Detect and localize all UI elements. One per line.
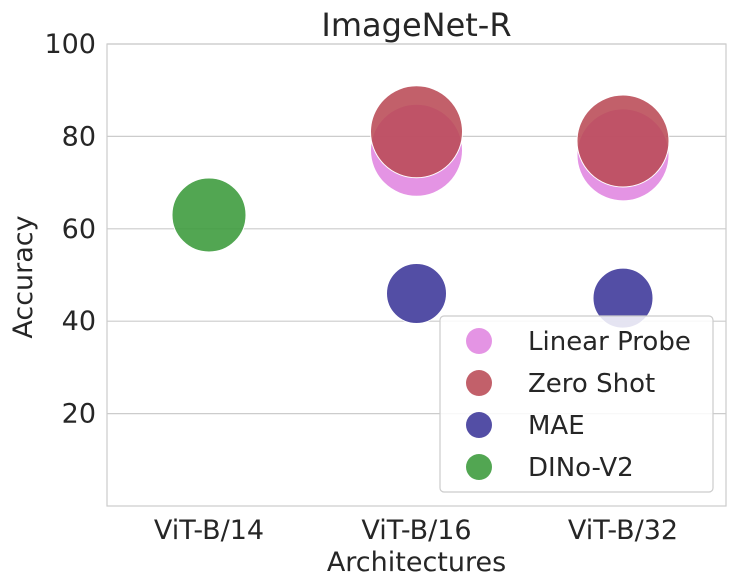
y-tick-label: 40: [62, 306, 96, 337]
x-tick-label: ViT-B/32: [568, 515, 678, 546]
x-tick-label: ViT-B/14: [154, 515, 264, 546]
chart-title: ImageNet-R: [321, 6, 511, 44]
y-axis-label: Accuracy: [8, 215, 39, 338]
legend-label: Linear Probe: [528, 327, 691, 357]
x-tick-label: ViT-B/16: [361, 515, 471, 546]
plot-frame: [106, 43, 727, 507]
y-tick-label: 60: [62, 214, 96, 245]
point-zero-shot: [370, 85, 463, 179]
y-tick-label: 80: [62, 121, 96, 152]
legend-label: Zero Shot: [528, 369, 655, 399]
y-tick-label: 20: [62, 399, 96, 430]
legend-marker: [466, 328, 492, 354]
x-tick-labels: ViT-B/14 ViT-B/16 ViT-B/32: [154, 515, 678, 546]
point-zero-shot: [576, 94, 670, 188]
legend-marker: [466, 412, 492, 438]
point-dino-v2: [171, 177, 247, 253]
legend: Linear Probe Zero Shot MAE DINo-V2: [439, 315, 714, 493]
data-points: [171, 85, 670, 329]
legend-label: MAE: [528, 411, 585, 441]
y-tick-label: 100: [44, 29, 96, 60]
x-axis-label: Architectures: [327, 547, 506, 578]
legend-label: DINo-V2: [528, 453, 634, 483]
point-mae: [386, 262, 447, 324]
y-tick-labels: 20 40 60 80 100: [44, 29, 96, 430]
legend-frame: [439, 315, 714, 493]
legend-marker: [466, 370, 492, 396]
legend-marker: [466, 454, 492, 480]
